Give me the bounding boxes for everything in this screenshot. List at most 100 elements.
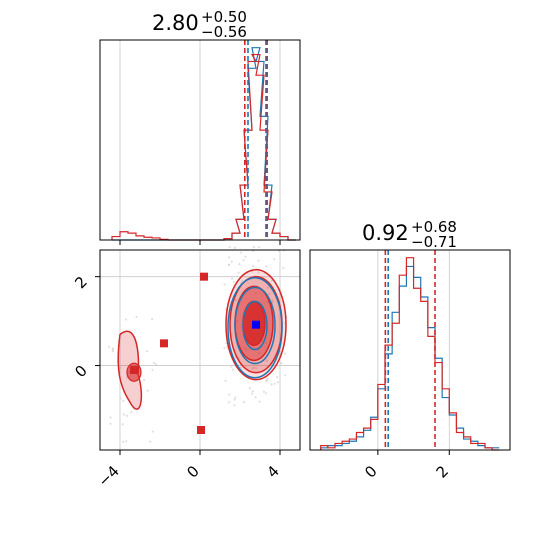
sample-point <box>273 382 276 385</box>
sample-point <box>273 258 276 261</box>
red-marker <box>130 366 138 374</box>
title-param1-plus: +0.50 <box>201 8 247 26</box>
sample-point <box>264 392 268 395</box>
sample-point <box>233 404 236 407</box>
contour-panel: −4 0 4 0 2 <box>71 245 301 490</box>
sample-point <box>228 245 231 249</box>
sample-point <box>242 259 245 262</box>
contour-blue-mid <box>234 286 276 365</box>
sample-point <box>224 379 227 382</box>
axes-frame <box>99 39 301 241</box>
sample-point <box>265 265 268 268</box>
red-marker <box>160 339 168 348</box>
sample-point <box>233 246 237 249</box>
sample-point <box>252 245 255 249</box>
param1-hist-series-red <box>111 53 296 241</box>
sample-point <box>151 430 154 433</box>
sample-point <box>266 300 269 304</box>
blue-marker <box>252 320 260 329</box>
sample-point <box>228 401 231 404</box>
sample-point <box>257 246 260 249</box>
sample-point <box>230 365 233 368</box>
sample-point <box>241 279 244 282</box>
x-tick-label: −4 <box>94 462 122 490</box>
sample-point <box>266 286 269 289</box>
param1-hist-series-blue <box>112 47 296 241</box>
axes-frame <box>99 249 301 451</box>
sample-point <box>251 390 254 393</box>
x-tick-label: 0 <box>361 462 380 481</box>
sample-point <box>265 379 268 382</box>
sample-point <box>237 271 240 274</box>
sample-point <box>109 416 112 419</box>
sample-point <box>264 341 267 345</box>
sample-point <box>280 362 283 365</box>
sample-point <box>230 277 234 280</box>
sample-point <box>223 283 226 286</box>
sample-point <box>251 392 254 395</box>
sample-point <box>257 351 261 354</box>
contour-blue-outer <box>227 277 283 379</box>
sample-point <box>266 377 269 380</box>
sample-point <box>154 363 158 366</box>
sample-point <box>284 352 287 355</box>
sample-point <box>125 414 129 417</box>
title-param2: 0.92 +0.68 −0.71 <box>362 218 457 251</box>
sample-point <box>258 400 261 403</box>
sample-point <box>223 346 226 350</box>
sample-point <box>121 423 124 426</box>
sample-point <box>130 411 133 414</box>
sample-point <box>248 387 251 390</box>
y-tick-label: 0 <box>71 362 90 381</box>
sample-point <box>142 378 146 382</box>
sample-point <box>145 350 149 353</box>
sample-point <box>254 292 257 295</box>
sample-point <box>239 251 243 254</box>
histogram-panel-param1 <box>99 39 301 245</box>
sample-point <box>238 262 241 266</box>
sample-point <box>109 422 112 425</box>
sample-point <box>234 299 237 302</box>
sample-point <box>257 259 260 262</box>
sample-point <box>228 393 231 396</box>
sample-point <box>122 440 125 443</box>
title-param2-plus: +0.68 <box>411 218 457 236</box>
sample-point <box>252 264 255 268</box>
sample-point <box>227 263 231 266</box>
sample-point <box>119 366 122 369</box>
sample-point <box>111 349 114 353</box>
sample-point <box>239 366 242 369</box>
sample-point <box>284 374 287 377</box>
sample-point <box>122 399 125 402</box>
sample-point <box>125 440 128 443</box>
sample-point <box>243 401 246 404</box>
sample-point <box>146 389 149 392</box>
title-param2-value: 0.92 <box>362 221 409 245</box>
sample-point <box>276 375 279 379</box>
sample-point <box>231 368 234 371</box>
sample-point <box>230 260 233 263</box>
title-param1: 2.80 +0.50 −0.56 <box>152 8 247 41</box>
sample-point <box>225 342 228 345</box>
sample-point <box>124 318 127 321</box>
x-tick-label: 4 <box>263 462 282 481</box>
y-tick-label: 2 <box>71 273 90 292</box>
red-marker <box>197 426 205 434</box>
sample-point <box>111 347 115 351</box>
sample-point <box>135 315 138 319</box>
x-tick-label: 2 <box>433 462 452 481</box>
sample-point <box>262 390 266 393</box>
sample-point <box>227 256 231 259</box>
red-marker <box>200 272 208 281</box>
sample-point <box>257 271 260 274</box>
sample-point <box>119 397 122 400</box>
title-param1-value: 2.80 <box>152 11 199 35</box>
sample-point <box>245 348 248 351</box>
contour-blue-inner <box>242 300 268 351</box>
sample-point <box>149 440 152 443</box>
param2-hist-series-blue <box>320 265 500 450</box>
sample-point <box>254 396 257 399</box>
sample-point <box>244 255 247 258</box>
sample-point <box>152 361 155 365</box>
